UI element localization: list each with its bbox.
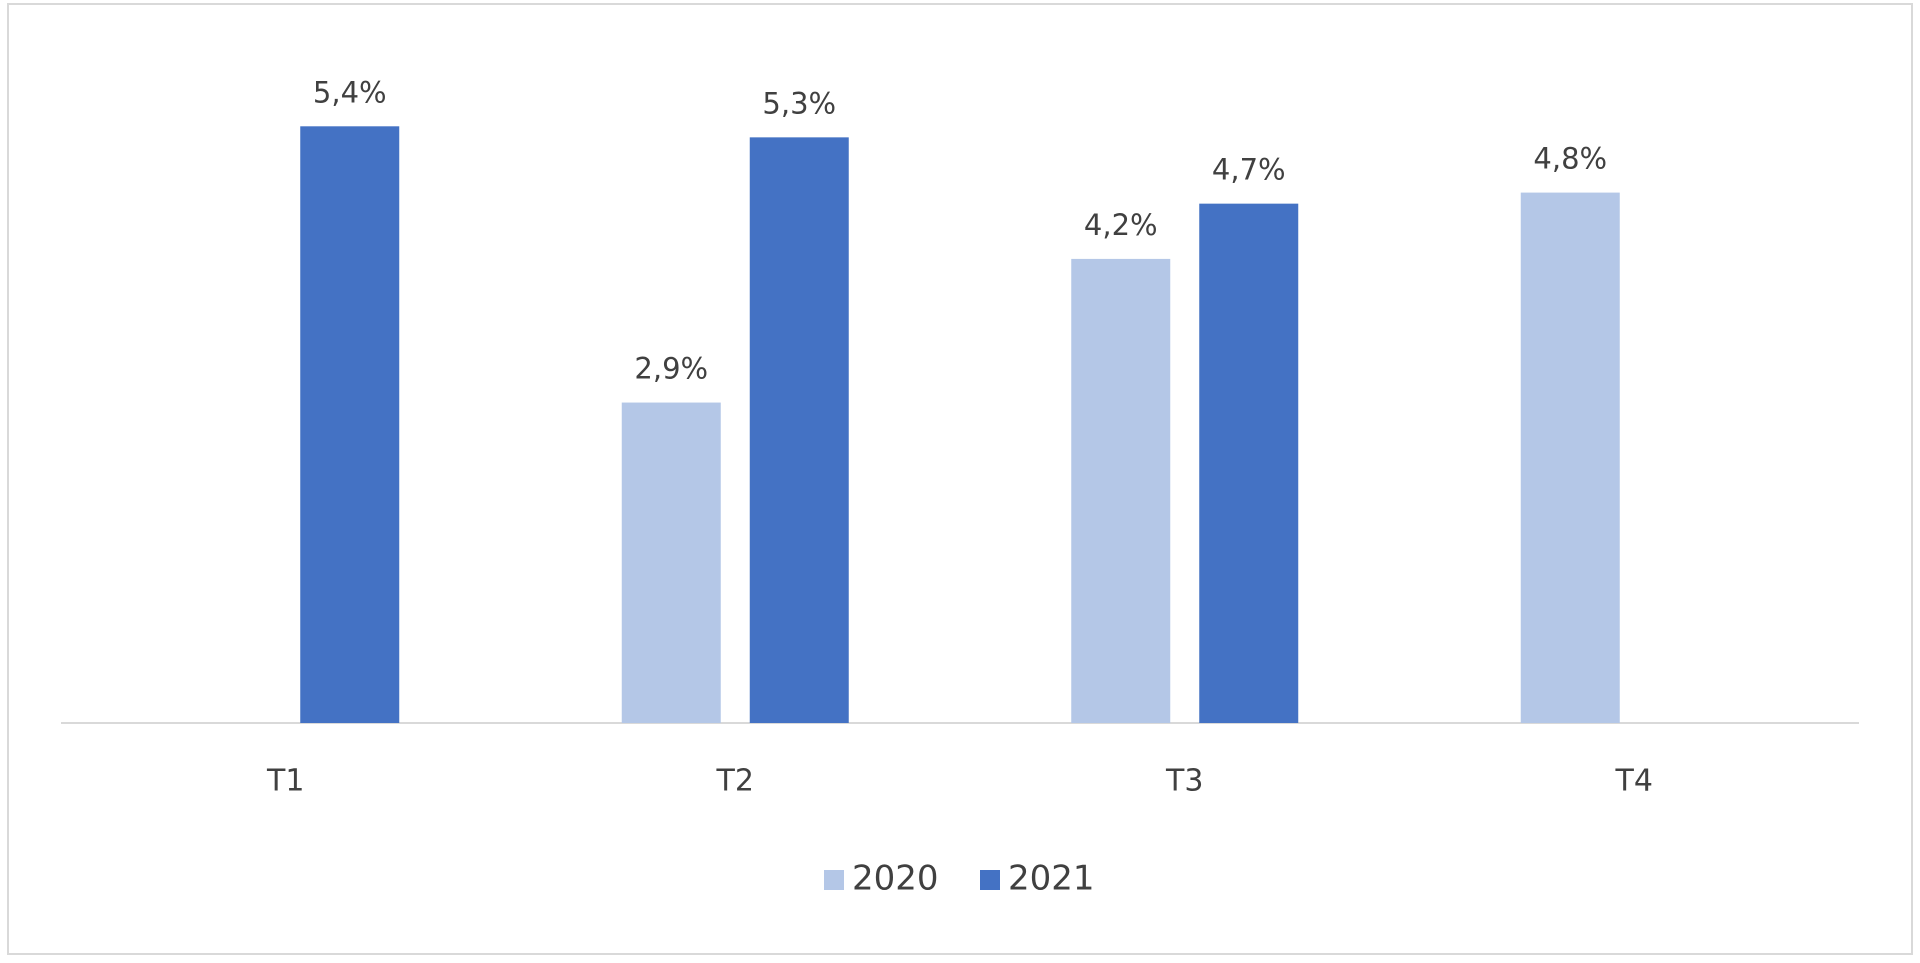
value-label: 4,2% <box>1084 208 1158 242</box>
chart-frame <box>7 3 1913 955</box>
x-tick-label: T2 <box>716 764 754 799</box>
x-tick-label: T3 <box>1165 764 1203 799</box>
bar <box>1199 203 1299 723</box>
x-tick-label: T1 <box>266 764 304 799</box>
value-label: 5,4% <box>313 75 387 109</box>
bar <box>749 137 849 724</box>
bar <box>1520 192 1620 724</box>
legend-swatch <box>824 870 844 890</box>
legend-label: 2021 <box>1008 859 1095 899</box>
value-label: 4,8% <box>1533 142 1607 176</box>
bar <box>1071 258 1171 723</box>
legend-swatch <box>980 870 1000 890</box>
value-label: 4,7% <box>1212 153 1286 187</box>
value-label: 5,3% <box>762 86 836 120</box>
legend-label: 2020 <box>852 859 939 899</box>
bar <box>621 402 721 723</box>
value-label: 2,9% <box>634 352 708 386</box>
x-tick-label: T4 <box>1615 764 1653 799</box>
bar <box>300 126 400 724</box>
